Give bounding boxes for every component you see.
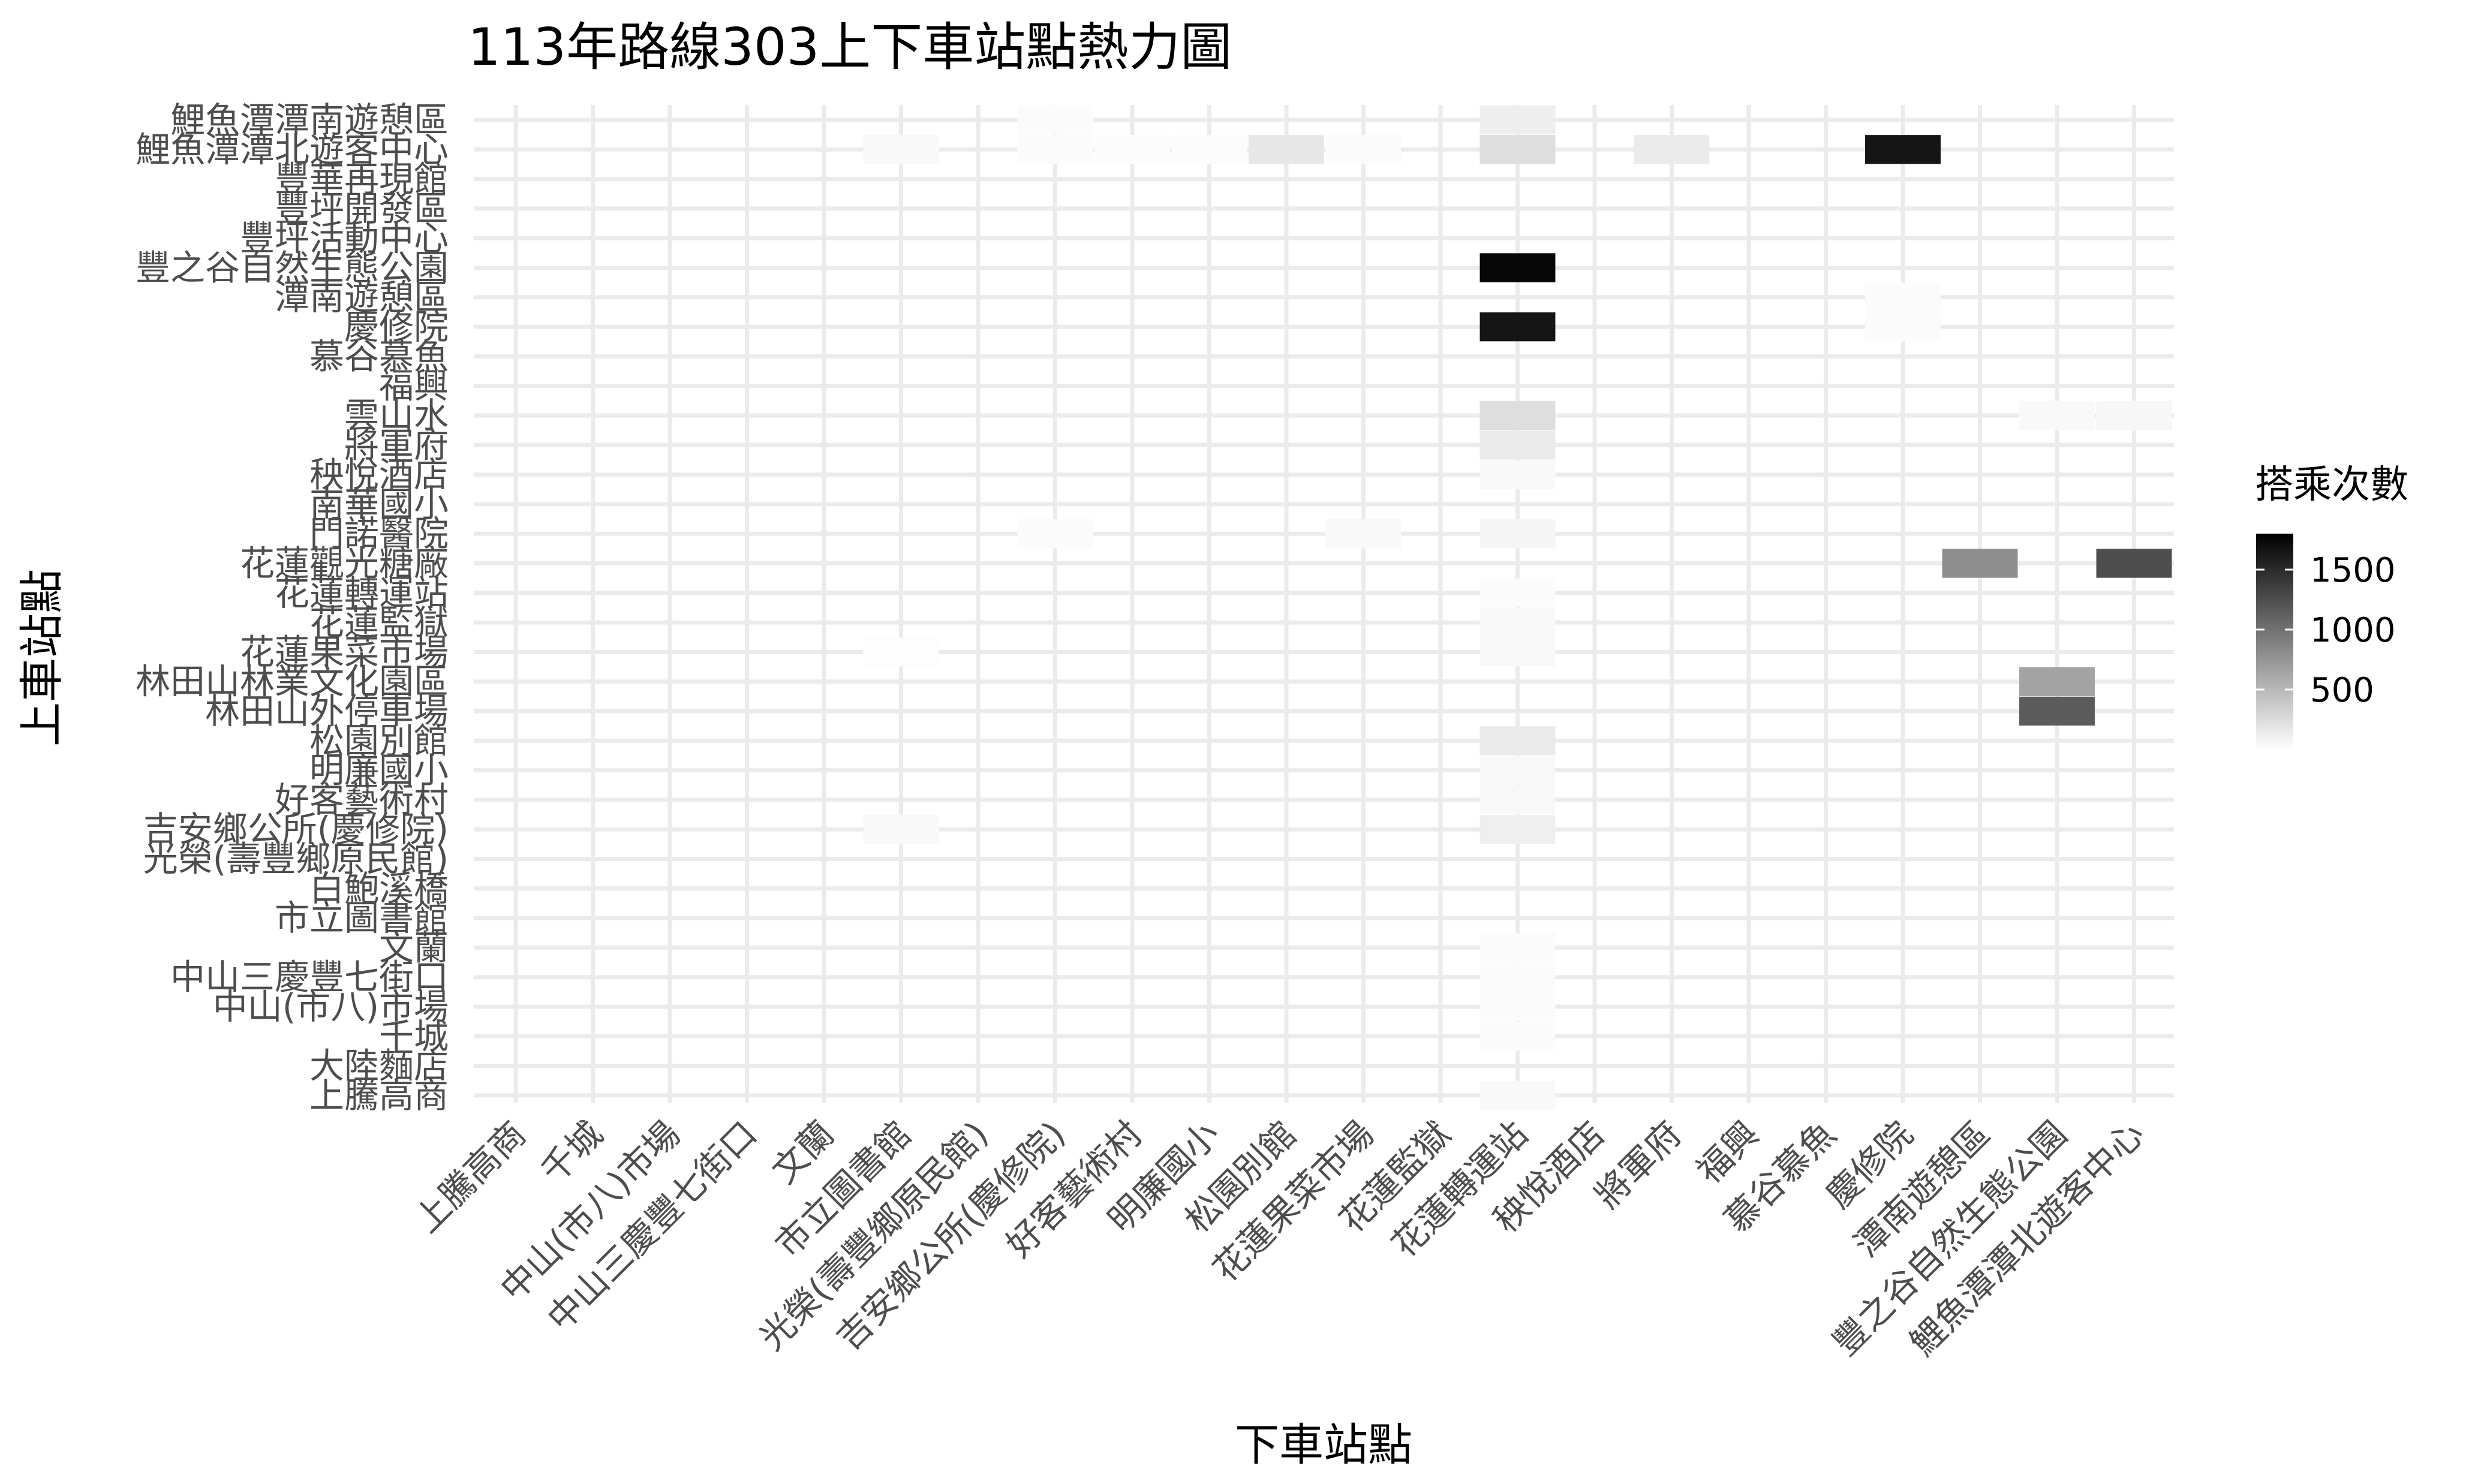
y-tick-label: 豐之谷自然生態公園 bbox=[136, 248, 449, 288]
y-tick-label: 南華國小 bbox=[309, 484, 449, 525]
y-tick-label: 鯉魚潭潭北遊客中心 bbox=[136, 129, 449, 170]
heatmap-cell bbox=[1479, 755, 1556, 785]
heatmap-cell bbox=[1479, 253, 1556, 282]
y-tick-label: 光榮(壽豐鄉原民館) bbox=[143, 839, 449, 880]
heatmap-cell bbox=[2019, 667, 2095, 696]
heatmap-cell bbox=[1479, 815, 1556, 844]
heatmap-cell bbox=[1479, 1080, 1556, 1110]
heatmap-cell bbox=[1479, 785, 1556, 815]
y-tick-label: 中山三慶豐七街口 bbox=[170, 957, 449, 998]
legend-tick-label: 1000 bbox=[2310, 611, 2396, 650]
heatmap-cell bbox=[1479, 726, 1556, 755]
y-tick-label: 白鮑溪橋 bbox=[309, 868, 449, 909]
y-tick-label: 上騰高商 bbox=[309, 1075, 449, 1116]
heatmap-cell bbox=[1479, 962, 1556, 992]
legend-colorbar bbox=[2256, 534, 2293, 749]
y-tick-label: 大陸麵店 bbox=[309, 1046, 449, 1086]
y-tick-label: 鯉魚潭潭南遊憩區 bbox=[170, 100, 449, 140]
heatmap-cell bbox=[1325, 135, 1402, 164]
heatmap-cell bbox=[2096, 401, 2172, 431]
heatmap-cell bbox=[1865, 312, 1941, 342]
heatmap-cell bbox=[1479, 401, 1556, 431]
heatmap-cell bbox=[1017, 519, 1093, 549]
heatmap-cell bbox=[1017, 105, 1093, 135]
heatmap-cell bbox=[1479, 637, 1556, 667]
y-tick-label: 花蓮觀光糖廠 bbox=[240, 543, 449, 584]
y-axis-title: 上車站點 bbox=[16, 569, 68, 746]
heatmap-cell bbox=[1479, 578, 1556, 607]
y-tick-label: 豐坪開發區 bbox=[275, 188, 449, 229]
y-tick-label: 將軍府 bbox=[344, 425, 449, 465]
heatmap-cell bbox=[1479, 992, 1556, 1022]
heatmap-cell bbox=[863, 135, 939, 164]
y-tick-label: 慶修院 bbox=[344, 306, 449, 347]
x-axis-title: 下車站點 bbox=[1235, 1419, 1412, 1471]
grid-lines bbox=[474, 105, 2174, 1103]
heatmap-cell bbox=[2019, 401, 2095, 431]
y-tick-label: 秧悅酒店 bbox=[309, 454, 449, 495]
legend-tick-label: 1500 bbox=[2310, 551, 2396, 590]
legend-ticks: 500 1000 1500 bbox=[2256, 551, 2396, 710]
heatmap-cell bbox=[1479, 135, 1556, 164]
y-tick-label: 福興 bbox=[379, 366, 449, 407]
y-tick-label: 花蓮轉運站 bbox=[275, 573, 449, 613]
heatmap-cell bbox=[1479, 607, 1556, 637]
heatmap-cell bbox=[1942, 549, 2018, 578]
y-tick-label: 門諾醫院 bbox=[309, 513, 449, 554]
heatmap-cell bbox=[863, 815, 939, 844]
heatmap-cells bbox=[863, 105, 2172, 1110]
y-tick-labels: 上騰高商大陸麵店千城中山(市八)市場中山三慶豐七街口文蘭市立圖書館白鮑溪橋光榮(… bbox=[136, 100, 449, 1116]
heatmap-cell bbox=[1094, 135, 1170, 164]
x-tick-label: 上騰高商 bbox=[407, 1113, 534, 1241]
heatmap-cell bbox=[2019, 696, 2095, 726]
heatmap-cell bbox=[1479, 1022, 1556, 1051]
y-tick-label: 市立圖書館 bbox=[275, 898, 449, 938]
y-tick-label: 吉安鄉公所(慶修院) bbox=[143, 809, 449, 850]
y-tick-label: 林田山外停車場 bbox=[205, 691, 449, 732]
y-tick-label: 豐華再現館 bbox=[275, 159, 449, 200]
heatmap-cell bbox=[1479, 312, 1556, 342]
heatmap-cell bbox=[1865, 135, 1941, 164]
heatmap-cell bbox=[1479, 460, 1556, 489]
heatmap-cell bbox=[1865, 282, 1941, 312]
heatmap-cell bbox=[1479, 105, 1556, 135]
heatmap-cell bbox=[1479, 431, 1556, 460]
heatmap-cell bbox=[1479, 519, 1556, 549]
y-tick-label: 豐坪活動中心 bbox=[240, 218, 449, 258]
y-tick-label: 文蘭 bbox=[379, 927, 449, 968]
heatmap-cell bbox=[2096, 549, 2172, 578]
y-tick-label: 松園別館 bbox=[309, 720, 449, 761]
x-tick-label: 將軍府 bbox=[1587, 1113, 1689, 1216]
y-tick-label: 花蓮果菜市場 bbox=[240, 631, 449, 672]
heatmap-cell bbox=[1479, 933, 1556, 962]
y-tick-label: 明廉國小 bbox=[309, 750, 449, 791]
y-tick-label: 花蓮監獄 bbox=[309, 602, 449, 643]
heatmap-cell bbox=[1017, 135, 1093, 164]
legend-title: 搭乘次數 bbox=[2255, 463, 2408, 507]
heatmap-cell bbox=[863, 637, 939, 667]
y-tick-label: 雲山水 bbox=[344, 395, 449, 436]
y-tick-label: 千城 bbox=[379, 1016, 449, 1056]
heatmap-cell bbox=[1249, 135, 1324, 164]
legend: 搭乘次數 500 1000 1500 bbox=[2255, 463, 2408, 749]
y-tick-label: 中山(市八)市場 bbox=[213, 986, 449, 1027]
chart-title: 113年路線303上下車站點熱力圖 bbox=[468, 17, 1232, 77]
y-tick-label: 林田山林業文化園區 bbox=[136, 661, 449, 702]
heatmap-cell bbox=[1325, 519, 1402, 549]
y-tick-label: 潭南遊憩區 bbox=[275, 277, 449, 318]
y-tick-label: 好客藝術村 bbox=[275, 779, 449, 820]
heatmap-cell bbox=[1171, 135, 1247, 164]
heatmap-cell bbox=[1634, 135, 1710, 164]
x-tick-labels: 上騰高商千城中山(市八)市場中山三慶豐七街口文蘭市立圖書館光榮(壽豐鄉原民館)吉… bbox=[407, 1113, 2152, 1363]
legend-tick-label: 500 bbox=[2310, 671, 2374, 710]
y-tick-label: 慕谷慕魚 bbox=[309, 336, 449, 377]
